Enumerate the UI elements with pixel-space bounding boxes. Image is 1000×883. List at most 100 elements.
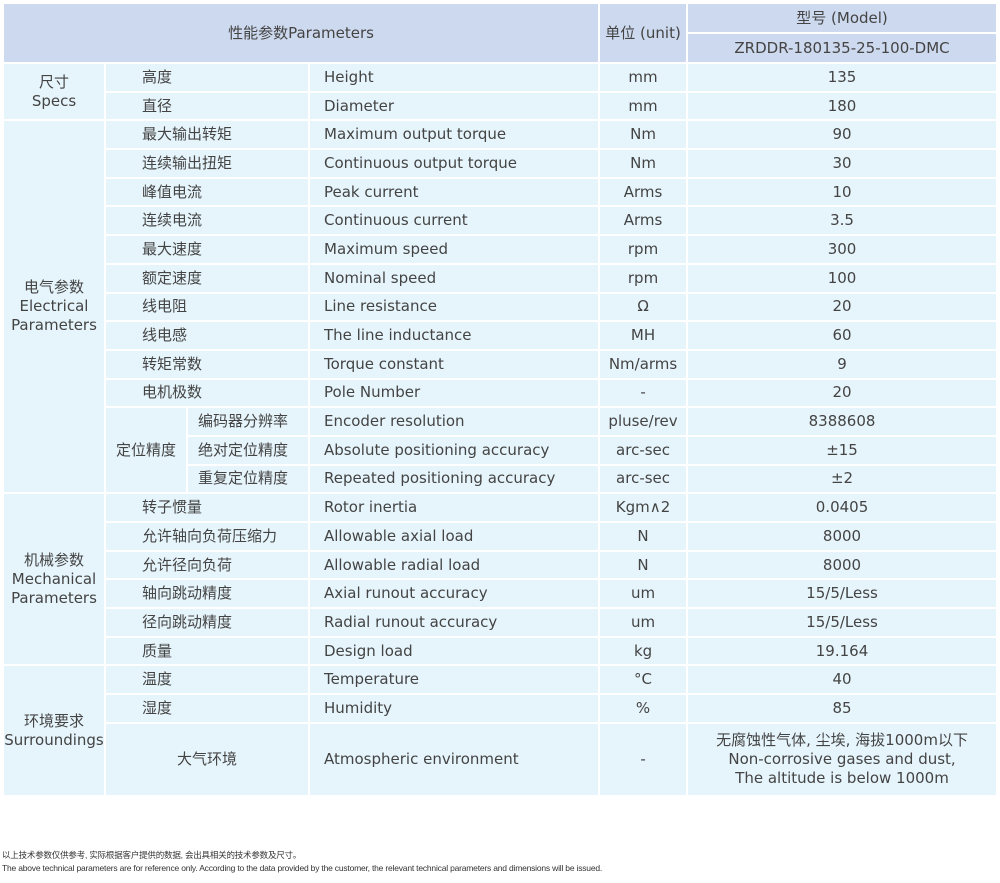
- param-value: 8000: [686, 549, 998, 581]
- param-en: Height: [307, 62, 601, 93]
- table-row: 环境要求 Surroundings 温度 Temperature °C 40: [2, 664, 998, 797]
- table-row: 轴向跳动精度 Axial runout accuracy um 15/5/Less: [3, 578, 998, 610]
- param-cn: 编码器分辨率: [186, 406, 310, 437]
- param-cn: 直径: [104, 90, 310, 122]
- spec-table: 性能参数Parameters 单位 (unit) 型号 (Model) ZRDD…: [1, 2, 998, 797]
- param-en: Design load: [307, 635, 601, 667]
- param-unit: pluse/rev: [598, 406, 689, 437]
- param-value: 8000: [686, 521, 998, 552]
- param-cn: 转子惯量: [104, 492, 310, 523]
- param-unit: %: [598, 693, 689, 724]
- table-row: 额定速度 Nominal speed rpm 100: [3, 262, 998, 294]
- param-unit: arc-sec: [598, 434, 689, 466]
- param-cn: 转矩常数: [104, 348, 310, 380]
- table-row: 线电阻 Line resistance Ω 20: [3, 291, 998, 323]
- param-cn: 峰值电流: [104, 176, 310, 208]
- param-cn: 连续电流: [104, 205, 310, 237]
- param-en: Allowable axial load: [307, 521, 601, 552]
- param-cn: 质量: [104, 635, 310, 667]
- param-value: 15/5/Less: [686, 578, 998, 610]
- param-cn: 重复定位精度: [186, 463, 310, 495]
- param-value: 0.0405: [686, 492, 998, 523]
- param-unit: N: [598, 549, 689, 581]
- table-row: 尺寸 Specs 高度 Height mm 135: [2, 61, 998, 122]
- group-label: 尺寸 Specs: [2, 61, 106, 122]
- param-en: Encoder resolution: [307, 406, 601, 437]
- param-unit: rpm: [598, 234, 689, 265]
- table-row: 大气环境 Atmospheric environment - 无腐蚀性气体, 尘埃, …: [3, 721, 998, 797]
- param-unit: kg: [598, 635, 689, 667]
- param-en: Nominal speed: [307, 262, 601, 294]
- param-value: 20: [686, 377, 998, 409]
- footnote-cn: 以上技术参数仅供参考, 实际根据客户提供的数据, 会出具相关的技术参数及尺寸。: [2, 850, 302, 860]
- param-en: Atmospheric environment: [307, 721, 601, 797]
- table-row: 转矩常数 Torque constant Nm/arms 9: [3, 348, 998, 380]
- unit-header: 单位 (unit): [598, 2, 689, 64]
- param-en: The line inductance: [307, 320, 601, 351]
- param-en: Repeated positioning accuracy: [307, 463, 601, 495]
- param-unit: Ω: [598, 291, 689, 323]
- table-row: 定位精度 编码器分辨率 Encoder resolution pluse/rev 838…: [3, 406, 998, 495]
- param-cn: 轴向跳动精度: [104, 578, 310, 610]
- param-value: 无腐蚀性气体, 尘埃, 海拔1000m以下 Non-corrosive gases…: [686, 721, 998, 797]
- param-en: Maximum speed: [307, 234, 601, 265]
- table-row: 允许轴向负荷压缩力 Allowable axial load N 8000: [3, 521, 998, 552]
- param-value: 8388608: [686, 406, 998, 437]
- param-cn: 允许轴向负荷压缩力: [104, 521, 310, 552]
- param-unit: rpm: [598, 262, 689, 294]
- param-unit: MH: [598, 320, 689, 351]
- param-en: Continuous output torque: [307, 148, 601, 179]
- param-en: Temperature: [307, 664, 601, 696]
- param-value: 85: [686, 693, 998, 724]
- table-row: 连续输出扭矩 Continuous output torque Nm 30: [3, 148, 998, 179]
- param-value: 15/5/Less: [686, 607, 998, 638]
- param-cn: 电机极数: [104, 377, 310, 409]
- subgroup-label: 定位精度: [104, 406, 188, 495]
- table-row: 连续电流 Continuous current Arms 3.5: [3, 205, 998, 237]
- model-header: ZRDDR-180135-25-100-DMC: [686, 32, 998, 64]
- param-unit: Kgm∧2: [598, 492, 689, 523]
- group-label: 环境要求 Surroundings: [2, 664, 106, 797]
- param-en: Radial runout accuracy: [307, 607, 601, 638]
- param-cn: 允许径向负荷: [104, 549, 310, 581]
- table-row: 湿度 Humidity% 85: [3, 693, 998, 724]
- param-en: Diameter: [307, 90, 601, 122]
- model-label-header: 型号 (Model): [686, 2, 998, 34]
- param-value: 300: [686, 234, 998, 265]
- param-value: ±15: [686, 434, 998, 466]
- param-value: 180: [686, 90, 998, 122]
- table-row: 峰值电流 Peak current Arms 10: [3, 176, 998, 208]
- table-row: 机械参数 Mechanical Parameters 转子惯量 Rotor inerti…: [2, 492, 998, 667]
- param-cn: 绝对定位精度: [186, 434, 310, 466]
- param-en: Humidity: [307, 693, 601, 724]
- param-value: 3.5: [686, 205, 998, 237]
- param-en: Peak current: [307, 176, 601, 208]
- param-value: 20: [686, 291, 998, 323]
- table-row: 绝对定位精度 Absolute positioning accuracy arc-s…: [3, 434, 998, 466]
- param-value: 100: [686, 262, 998, 294]
- param-value: 90: [686, 119, 998, 151]
- group-label: 机械参数 Mechanical Parameters: [2, 492, 106, 667]
- table-row: 质量 Design load kg 19.164: [3, 635, 998, 667]
- table-row: 直径 Diameter mm 180: [3, 90, 998, 122]
- param-en: Absolute positioning accuracy: [307, 434, 601, 466]
- param-unit: Arms: [598, 176, 689, 208]
- param-unit: Nm/arms: [598, 348, 689, 380]
- param-cn: 连续输出扭矩: [104, 148, 310, 179]
- param-value: 19.164: [686, 635, 998, 667]
- group-label: 电气参数 Electrical Parameters: [2, 119, 106, 495]
- param-cn: 温度: [104, 664, 310, 696]
- param-cn: 高度: [104, 62, 310, 93]
- param-cn: 最大速度: [104, 234, 310, 265]
- param-en: Continuous current: [307, 205, 601, 237]
- param-en: Allowable radial load: [307, 549, 601, 581]
- table-row: 重复定位精度 Repeated positioning accuracy arc-s…: [3, 463, 998, 495]
- param-en: Maximum output torque: [307, 119, 601, 151]
- param-value: 10: [686, 176, 998, 208]
- table-row: 允许径向负荷 Allowable radial load N 8000: [3, 549, 998, 581]
- param-unit: Nm: [598, 148, 689, 179]
- param-unit: arc-sec: [598, 463, 689, 495]
- param-unit: Nm: [598, 119, 689, 151]
- parameters-header: 性能参数Parameters: [1, 2, 601, 64]
- param-cn: 线电阻: [104, 291, 310, 323]
